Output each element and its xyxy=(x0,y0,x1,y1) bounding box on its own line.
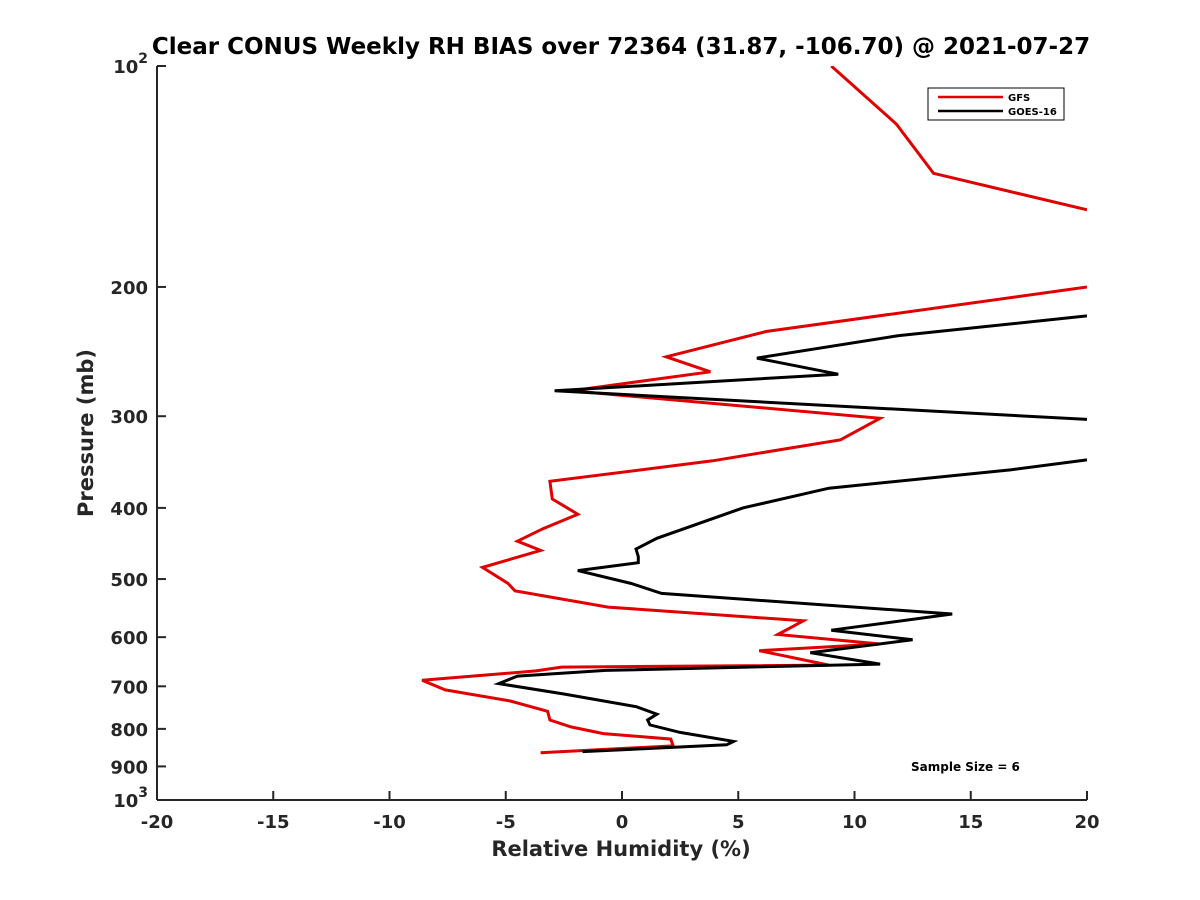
x-tick-label: 10 xyxy=(842,812,867,833)
legend-box xyxy=(927,87,1065,121)
y-tick-label: 200 xyxy=(110,278,148,299)
y-tick-base: 10 xyxy=(113,57,138,78)
x-tick-label: -5 xyxy=(496,812,516,833)
y-tick-label: 900 xyxy=(110,757,148,778)
series-layer xyxy=(421,66,1087,755)
y-tick-label: 500 xyxy=(110,570,148,591)
y-tick-label: 400 xyxy=(110,499,148,520)
y-tick-exponent: 2 xyxy=(138,51,148,67)
x-tick-label: -20 xyxy=(141,812,174,833)
x-tick-label: -10 xyxy=(373,812,406,833)
legend: GFS GOES-16 xyxy=(927,87,1065,121)
series-line-gfs-0 xyxy=(421,285,1087,755)
y-axis-label: Pressure (mb) xyxy=(74,349,98,517)
chart-title: Clear CONUS Weekly RH BIAS over 72364 (3… xyxy=(152,34,1090,60)
y-tick-base: 10 xyxy=(113,791,138,812)
y-tick-label: 103 xyxy=(113,785,148,812)
y-tick-exponent: 3 xyxy=(138,785,148,801)
legend-label-goes16: GOES-16 xyxy=(1008,107,1057,118)
ticks: -20 -15 -10 -5 0 5 10 15 20102200300400500600700… xyxy=(110,51,1099,833)
x-axis-label: Relative Humidity (%) xyxy=(491,837,750,861)
series-line-goes16-3 xyxy=(554,314,1087,421)
legend-label-gfs: GFS xyxy=(1008,93,1030,104)
x-tick-label: 0 xyxy=(616,812,629,833)
x-tick-label: 20 xyxy=(1074,812,1099,833)
y-tick-label: 300 xyxy=(110,407,148,428)
x-tick-label: -15 xyxy=(257,812,290,833)
y-tick-label: 102 xyxy=(113,51,148,78)
series-line-goes16-2 xyxy=(493,458,1087,754)
x-tick-label: 15 xyxy=(958,812,983,833)
y-tick-label: 800 xyxy=(110,720,148,741)
series-line-gfs-1 xyxy=(830,66,1087,212)
y-tick-label: 700 xyxy=(110,677,148,698)
y-tick-label: 600 xyxy=(110,628,148,649)
sample-size-annotation: Sample Size = 6 xyxy=(911,760,1020,774)
x-tick-label: 5 xyxy=(732,812,745,833)
